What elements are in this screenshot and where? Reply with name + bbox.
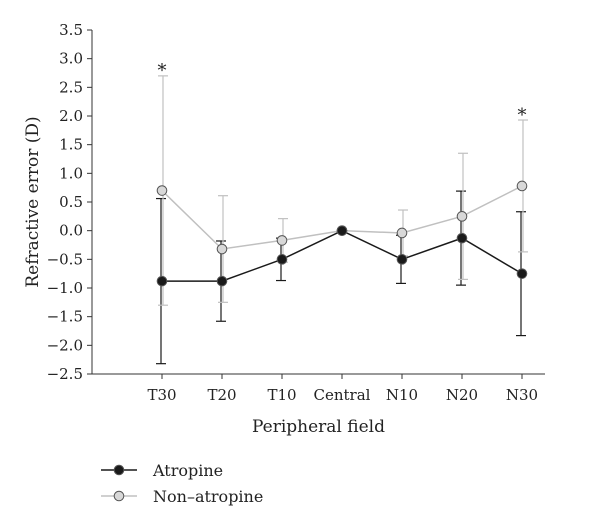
series-line xyxy=(161,185,523,250)
data-point xyxy=(456,211,468,222)
data-point xyxy=(276,254,288,265)
legend: Atropine Non–atropine xyxy=(101,461,263,506)
y-tick-label: −0.5 xyxy=(47,250,83,268)
data-point xyxy=(216,243,228,255)
data-point xyxy=(216,275,228,287)
legend-label: Atropine xyxy=(152,461,223,480)
data-point xyxy=(396,227,408,239)
data-point xyxy=(516,268,528,279)
y-tick-label: 0.5 xyxy=(59,193,83,211)
x-tick-label: N10 xyxy=(386,386,418,404)
chart-axes: 3.5 3.0 2.5 2.0 1.5 1.0 0.5 0.0 −0.5 −1.0 −1.5 −2.0… xyxy=(47,21,545,404)
y-tick-label: −1.0 xyxy=(47,279,83,297)
legend-marker xyxy=(113,490,125,502)
y-tick-label: 3.0 xyxy=(59,50,83,68)
y-tick-label: −1.5 xyxy=(47,308,83,326)
legend-marker xyxy=(113,464,125,476)
y-tick-label: 1.0 xyxy=(59,164,83,182)
x-axis-title: Peripheral field xyxy=(252,417,385,437)
y-axis-title: Refractive error (D) xyxy=(23,116,43,287)
x-tick-label: Central xyxy=(314,386,371,404)
y-tick-label: −2.5 xyxy=(47,365,83,383)
significance-annotations: ** xyxy=(158,60,527,126)
x-tick-label: T20 xyxy=(207,386,236,404)
x-tick-label: T30 xyxy=(147,386,176,404)
data-point xyxy=(516,180,528,192)
error-bars xyxy=(156,75,528,365)
data-point xyxy=(456,232,468,244)
y-tick-label: −2.0 xyxy=(47,336,83,354)
y-tick-label: 0.0 xyxy=(59,222,83,240)
x-tick-label: T10 xyxy=(267,386,296,404)
data-point xyxy=(156,275,168,287)
x-tick-label: N20 xyxy=(446,386,478,404)
y-tick-label: 2.5 xyxy=(59,78,83,96)
significance-marker: * xyxy=(158,60,167,81)
data-point xyxy=(336,225,348,236)
data-point xyxy=(276,235,288,246)
series-markers xyxy=(156,180,528,287)
y-tick-label: 2.0 xyxy=(59,107,83,125)
y-tick-label: 1.5 xyxy=(59,136,83,154)
data-point xyxy=(396,254,408,265)
significance-marker: * xyxy=(518,105,527,126)
data-point xyxy=(156,185,168,196)
x-tick-label: N30 xyxy=(506,386,538,404)
legend-label: Non–atropine xyxy=(153,487,263,506)
y-tick-label: 3.5 xyxy=(59,21,83,39)
series-line xyxy=(162,229,523,282)
